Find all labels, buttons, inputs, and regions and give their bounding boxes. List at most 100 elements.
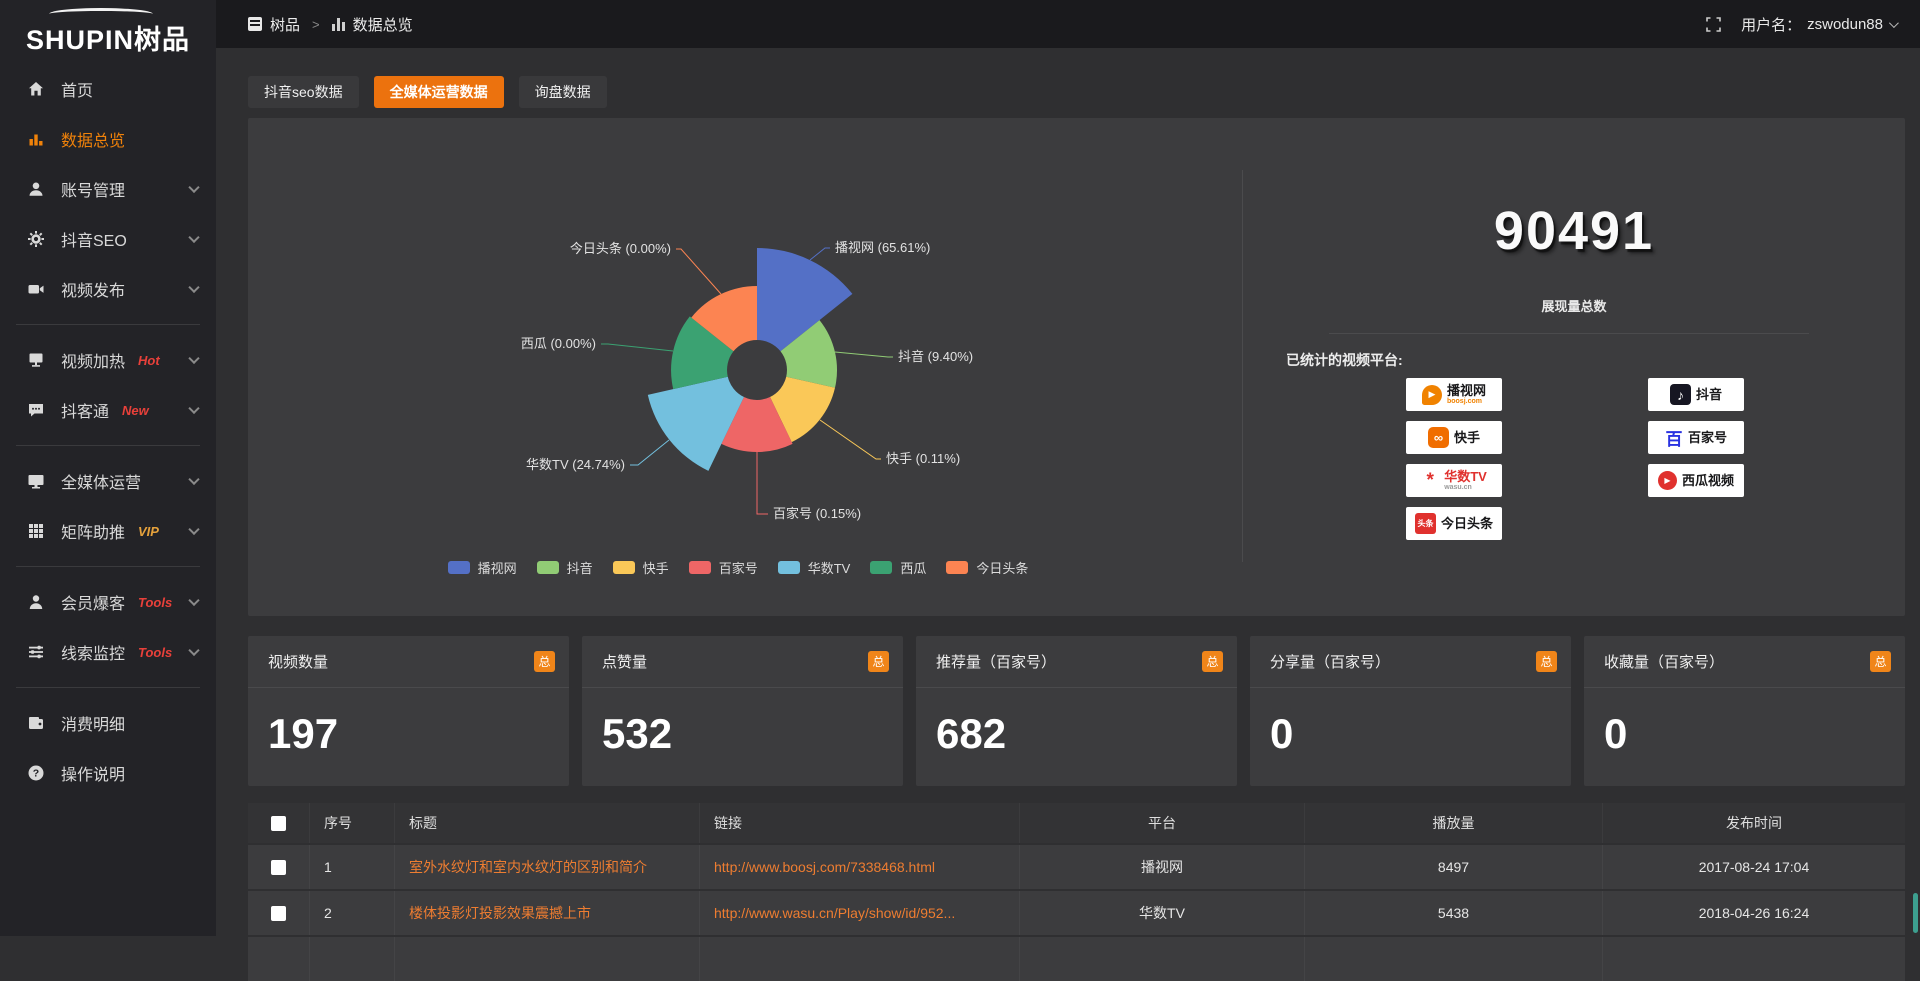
pie-label-华数TV: 华数TV (24.74%) — [526, 457, 625, 472]
chevron-down-icon — [188, 402, 200, 415]
sidebar-item-help[interactable]: ? 操作说明 — [0, 748, 216, 798]
pie-slice-华数TV[interactable] — [647, 376, 744, 471]
pie-label-百家号: 百家号 (0.15%) — [773, 506, 861, 521]
sidebar-item-label: 抖客通 — [61, 404, 110, 421]
platforms-heading: 已统计的视频平台: — [1286, 352, 1403, 368]
tab-1[interactable]: 抖音seo数据 — [248, 76, 359, 108]
sidebar-item-douketong[interactable]: 抖客通 New — [0, 385, 216, 435]
table-row: 1 室外水纹灯和室内水纹灯的区别和简介 http://www.boosj.com/7… — [248, 843, 1905, 889]
pie-slice-播视网[interactable] — [757, 248, 853, 352]
stat-card-header: 推荐量（百家号） 总 — [916, 636, 1237, 688]
table-cell: 2017-08-24 17:04 — [1698, 859, 1810, 875]
table-cell: 播视网 — [1020, 845, 1305, 889]
legend-swatch — [612, 561, 635, 574]
video-url-link[interactable]: http://www.boosj.com/7338468.html — [714, 859, 936, 875]
sidebar-item-clue-monitor[interactable]: 线索监控 Tools — [0, 627, 216, 677]
table-cell — [700, 937, 1020, 981]
table-row-partial — [248, 935, 1905, 981]
chevron-down-icon — [188, 644, 200, 657]
table-cell — [1020, 937, 1305, 981]
overview-panel: 播视网 (65.61%) 抖音 (9.40%) 快手 (0.11%) 百家号 (0.1… — [248, 118, 1905, 616]
sidebar-item-matrix-boost[interactable]: 矩阵助推 VIP — [0, 506, 216, 556]
sidebar-item-label: 首页 — [61, 83, 94, 100]
platform-badge-boosj: ▶ 播视网 boosj.com — [1406, 378, 1502, 411]
select-all-checkbox[interactable] — [271, 815, 286, 831]
tab-3[interactable]: 询盘数据 — [518, 76, 607, 108]
user-menu[interactable]: 用户名： zswodun88 — [1741, 14, 1899, 35]
baijiahao-logo-icon: 百 — [1665, 430, 1683, 449]
svg-text:?: ? — [33, 768, 39, 780]
legend-swatch — [777, 561, 800, 574]
sidebar-item-account[interactable]: 账号管理 — [0, 164, 216, 214]
stat-card-value: 197 — [268, 710, 339, 757]
legend-item-西瓜[interactable]: 西瓜 — [870, 558, 926, 577]
wallet-icon — [26, 714, 46, 732]
pie-slice-抖音[interactable] — [780, 320, 837, 388]
logo-arc — [49, 7, 153, 20]
sidebar-item-video-heat[interactable]: 视频加热 Hot — [0, 335, 216, 385]
bar-chart-icon — [331, 17, 345, 31]
legend-item-百家号[interactable]: 百家号 — [688, 558, 758, 577]
video-url-link[interactable]: http://www.wasu.cn/Play/show/id/952... — [714, 905, 956, 921]
legend-label: 百家号 — [718, 561, 758, 576]
table-header-row: 序号 标题 链接 平台 播放量 发布时间 — [248, 803, 1905, 843]
table-cell: 8497 — [1305, 845, 1603, 889]
video-title-link[interactable]: 楼体投影灯投影效果震撼上市 — [409, 905, 591, 921]
table-cell: 2018-04-26 16:24 — [1698, 905, 1810, 921]
sidebar-item-overview[interactable]: 数据总览 — [0, 114, 216, 164]
sidebar-item-video-publish[interactable]: 视频发布 — [0, 264, 216, 314]
scrollbar-thumb[interactable] — [1913, 893, 1918, 933]
chevron-down-icon — [188, 473, 200, 486]
table-cell — [395, 937, 700, 981]
table-header-4: 平台 — [1020, 803, 1305, 843]
breadcrumb: 树品 > 数据总览 — [248, 14, 413, 35]
vertical-divider — [1242, 170, 1243, 562]
sidebar-nav: 首页 数据总览 账号管理 抖音SEO 视频发布 视频加热 Hot 抖客通 New 全媒体运营 矩阵助… — [0, 64, 216, 798]
row-checkbox[interactable] — [271, 905, 286, 921]
sidebar-item-home[interactable]: 首页 — [0, 64, 216, 114]
row-checkbox-cell — [248, 891, 310, 935]
pie-label-line-播视网 — [809, 247, 830, 261]
sidebar-item-label: 视频加热 — [61, 354, 126, 371]
fullscreen-icon[interactable] — [1706, 16, 1721, 32]
gear-icon — [26, 230, 46, 248]
platform-badge-kuaishou: ∞ 快手 — [1406, 421, 1502, 454]
pie-slice-百家号[interactable] — [721, 397, 793, 453]
sidebar-item-member-baoke[interactable]: 会员爆客 Tools — [0, 577, 216, 627]
legend-swatch — [536, 561, 559, 574]
platform-name: 快手 — [1453, 429, 1480, 445]
sidebar-item-douyin-seo[interactable]: 抖音SEO — [0, 214, 216, 264]
pie-slice-西瓜[interactable] — [671, 316, 734, 390]
legend-item-华数TV[interactable]: 华数TV — [777, 558, 850, 577]
platform-sub: wasu.cn — [1444, 483, 1472, 491]
sidebar-item-media-ops[interactable]: 全媒体运营 — [0, 456, 216, 506]
pie-label-西瓜: 西瓜 (0.00%) — [521, 336, 596, 351]
table-cell — [1603, 937, 1905, 981]
total-badge: 总 — [1536, 651, 1557, 672]
legend-label: 快手 — [642, 561, 669, 576]
pie-label-line-百家号 — [756, 450, 768, 515]
pie-slice-快手[interactable] — [770, 376, 835, 443]
app-logo: SHUPIN树品 — [0, 0, 216, 64]
breadcrumb-root[interactable]: 树品 — [270, 16, 301, 34]
legend-item-快手[interactable]: 快手 — [612, 558, 669, 577]
platform-badge-text: 快手 — [1454, 431, 1480, 445]
pie-label-line-华数TV — [630, 439, 670, 466]
sidebar-item-badge: New — [122, 402, 149, 418]
pie-slice-今日头条[interactable] — [691, 286, 757, 352]
row-checkbox[interactable] — [271, 859, 286, 875]
stat-card-value: 682 — [936, 710, 1007, 757]
stat-card-3: 推荐量（百家号） 总 682 — [916, 636, 1237, 786]
legend-item-播视网[interactable]: 播视网 — [447, 558, 517, 577]
legend-item-抖音[interactable]: 抖音 — [536, 558, 593, 577]
legend-item-今日头条[interactable]: 今日头条 — [946, 558, 1028, 577]
sidebar-divider — [16, 687, 200, 688]
platform-badge-baijiahao: 百百家号 — [1648, 421, 1744, 454]
platform-name: 西瓜视频 — [1681, 472, 1734, 488]
table-header-2: 标题 — [395, 803, 700, 843]
video-title-link[interactable]: 室外水纹灯和室内水纹灯的区别和简介 — [409, 859, 647, 875]
sidebar-item-label: 矩阵助推 — [61, 525, 126, 542]
tab-2[interactable]: 全媒体运营数据 — [373, 76, 504, 108]
sidebar-item-expense-detail[interactable]: 消费明细 — [0, 698, 216, 748]
table-header-6: 发布时间 — [1726, 815, 1782, 831]
